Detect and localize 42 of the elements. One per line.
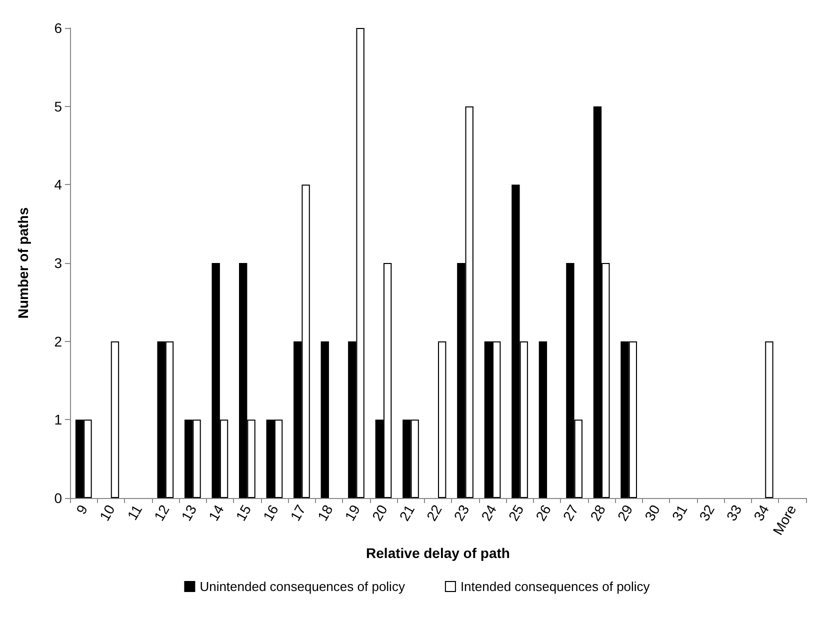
x-tick-label: 20: [368, 502, 391, 524]
x-tick-label: 18: [314, 502, 336, 524]
bar: [320, 341, 329, 498]
bar: [538, 341, 548, 498]
bar: [110, 341, 120, 498]
x-tick-label: 23: [450, 502, 472, 524]
x-tick-label: 33: [723, 502, 745, 524]
x-tick-label: 11: [124, 502, 146, 523]
x-axis-title: Relative delay of path: [366, 545, 510, 561]
x-tick-label: 32: [696, 502, 718, 524]
x-tick-label: 21: [396, 502, 418, 524]
x-tick-label: 16: [260, 502, 282, 524]
x-tick-label: 28: [586, 502, 609, 524]
bar: [438, 341, 446, 498]
x-tick-label: 25: [505, 502, 527, 524]
x-tick-label: 13: [178, 502, 200, 524]
x-tick-label: 10: [96, 502, 118, 524]
x-tick-label: 34: [750, 502, 772, 524]
x-tick-label: 14: [205, 502, 227, 524]
y-tick-label: 5: [54, 98, 62, 114]
x-tick-label: 17: [286, 502, 309, 524]
y-tick-label: 0: [54, 490, 62, 506]
x-tick-label: 24: [478, 502, 500, 524]
y-tick-label: 4: [54, 176, 62, 193]
x-tick-label: 30: [641, 502, 664, 524]
bar: [765, 341, 774, 498]
x-tick-label: 31: [668, 502, 690, 524]
y-tick-label: 3: [54, 255, 62, 271]
legend-label: Unintended consequences of policy: [200, 579, 406, 594]
x-tick-label: 26: [532, 502, 554, 524]
x-tick-label: 19: [342, 502, 364, 524]
x-tick-label: 29: [614, 502, 636, 524]
x-tick-label: 9: [72, 502, 91, 517]
legend-label: Intended consequences of policy: [460, 579, 650, 594]
y-tick-label: 1: [54, 412, 62, 428]
x-tick-label: 12: [150, 502, 172, 524]
y-tick-label: 2: [54, 333, 62, 350]
x-tick-label: 22: [423, 502, 446, 524]
x-tick-label: 27: [560, 502, 582, 524]
y-tick-label: 6: [54, 20, 62, 36]
y-axis-title: Number of paths: [15, 207, 31, 319]
x-tick-label: 15: [232, 502, 254, 524]
